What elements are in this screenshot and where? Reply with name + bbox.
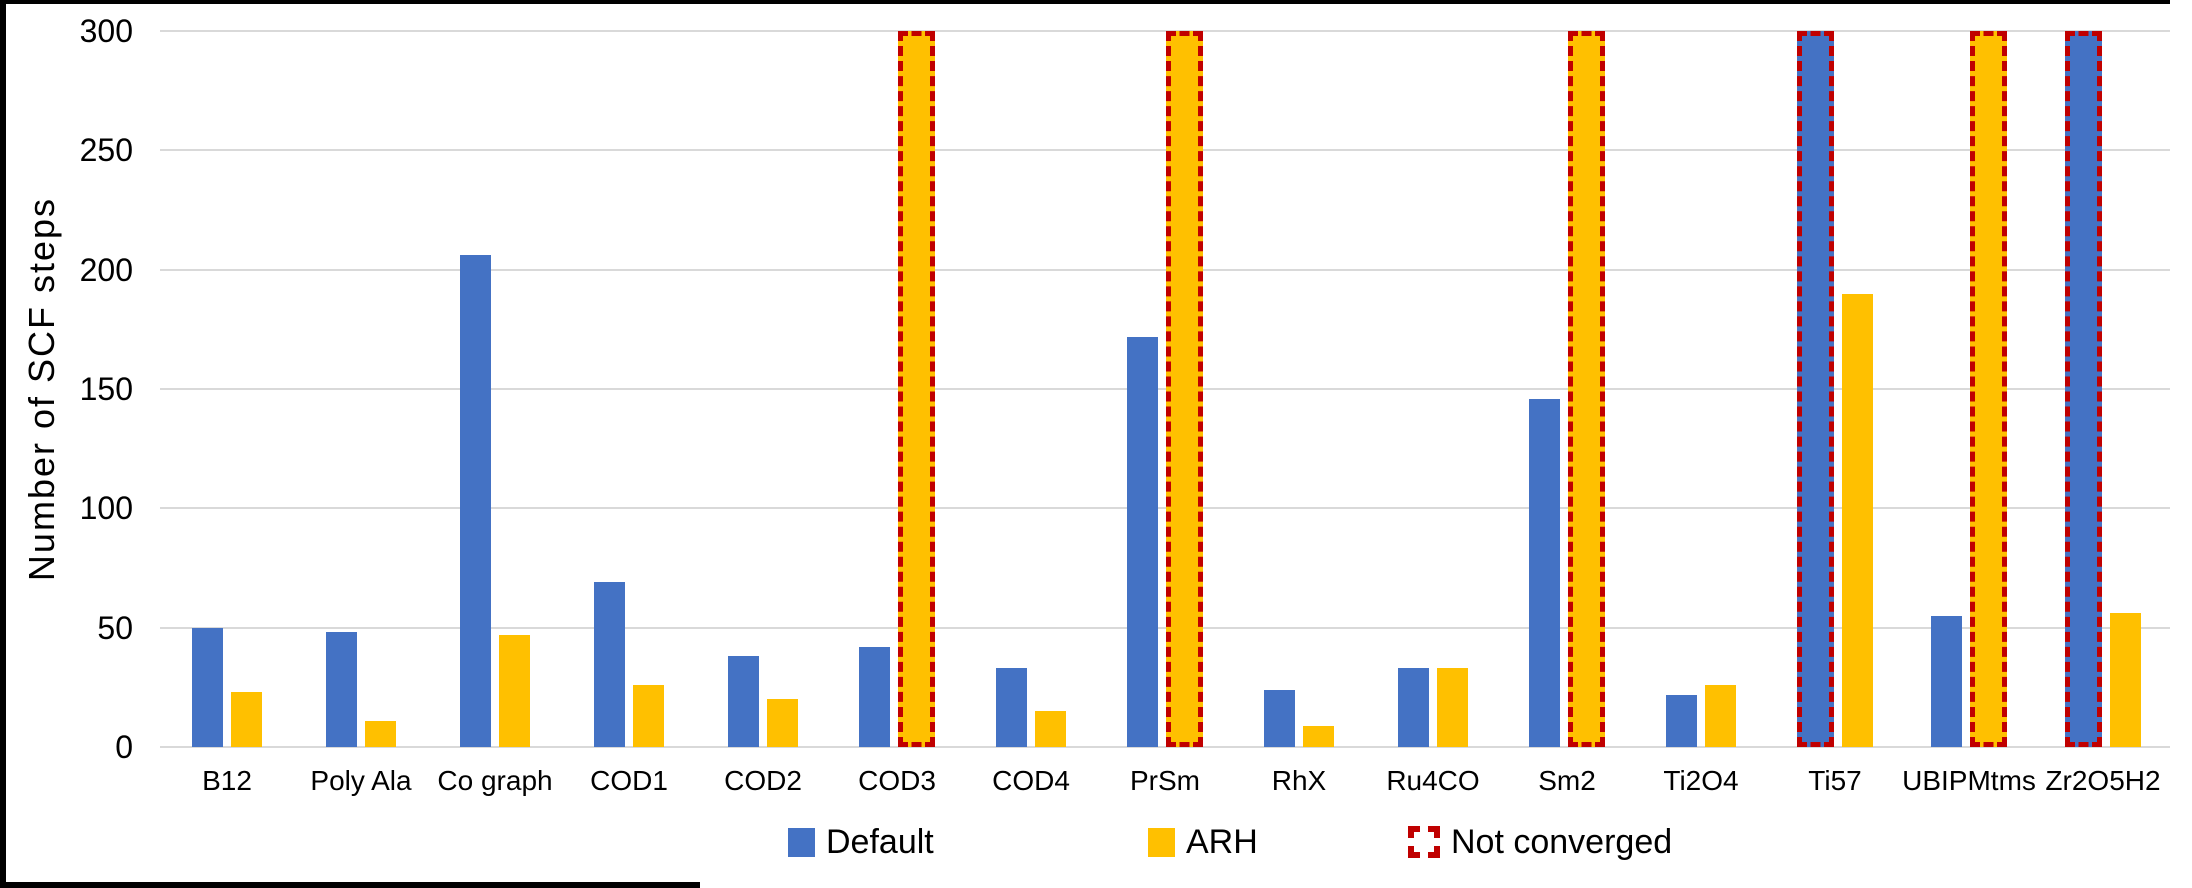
gridline-300: [160, 30, 2170, 32]
bar-default-co-graph: [460, 255, 491, 747]
y-tick-label-0: 0: [115, 729, 133, 765]
x-axis-label-poly-ala: Poly Ala: [310, 765, 412, 796]
gridline-50: [160, 626, 2170, 629]
bar-arh-cod2: [767, 699, 798, 747]
x-axis-label-cod3: COD3: [858, 765, 936, 796]
bar-default-rhx: [1264, 689, 1295, 747]
x-axis-label-prsm: PrSm: [1130, 765, 1200, 796]
bar-arh-prsm-not-converged: [1166, 31, 1203, 747]
bar-arh-zr2o5h2: [2110, 613, 2141, 747]
figure-frame-left: [0, 0, 6, 888]
category-slot-cod2: [696, 31, 830, 747]
plot-area: [160, 30, 2170, 748]
gridline-100: [160, 507, 2170, 510]
y-tick-label-150: 150: [79, 371, 133, 407]
gridline-150: [160, 388, 2170, 390]
bar-arh-ti57: [1842, 293, 1873, 747]
legend-item-not-converged: Not converged: [1408, 820, 1672, 864]
x-axis-label-ti2o4: Ti2O4: [1663, 765, 1739, 796]
x-axis-label-zr2o5h2: Zr2O5H2: [2045, 765, 2161, 796]
category-slot-cod1: [562, 31, 696, 747]
y-tick-label-100: 100: [79, 490, 133, 527]
legend-label-not-converged: Not converged: [1451, 822, 1673, 861]
y-tick-label-200: 200: [79, 251, 133, 288]
category-slot-co-graph: [428, 31, 562, 747]
category-slot-b12: [160, 31, 294, 747]
bar-default-ti57-not-converged: [1797, 31, 1834, 747]
bar-default-cod4: [996, 668, 1027, 747]
bars-layer: [160, 31, 2170, 747]
bar-arh-rhx: [1303, 725, 1334, 747]
category-slot-cod4: [964, 31, 1098, 747]
y-tick-label-300: 300: [79, 13, 133, 49]
bar-arh-co-graph: [499, 634, 530, 747]
x-axis-label-ru4co: Ru4CO: [1386, 765, 1480, 796]
legend-item-arh: ARH: [1148, 820, 1258, 864]
bar-default-sm2: [1529, 398, 1560, 747]
bar-arh-cod3-not-converged: [898, 31, 935, 747]
bar-default-ubipmtms: [1931, 615, 1962, 747]
category-slot-poly-ala: [294, 31, 428, 747]
x-axis-label-rhx: RhX: [1271, 765, 1327, 796]
bar-arh-sm2-not-converged: [1568, 31, 1605, 747]
x-axis-label-cod2: COD2: [724, 765, 802, 796]
legend-not-converged-swatch-icon: [1408, 826, 1440, 858]
gridline-250: [160, 149, 2170, 152]
figure-frame-bottom: [0, 882, 700, 888]
bar-arh-b12: [231, 692, 262, 747]
bar-arh-ru4co: [1437, 668, 1468, 747]
x-axis-label-sm2: Sm2: [1538, 765, 1596, 796]
legend-default-swatch-icon: [788, 827, 815, 857]
x-axis-label-cod1: COD1: [590, 765, 668, 796]
x-axis-category-labels: B12 Poly Ala Co graph COD1 COD2 COD3 COD4 PrSm R…: [160, 764, 2170, 798]
bar-default-ti2o4: [1666, 694, 1697, 747]
bar-arh-ubipmtms-not-converged: [1970, 31, 2007, 747]
legend-label-arh: ARH: [1186, 822, 1258, 861]
category-slot-ti57: [1768, 31, 1902, 747]
legend-item-default: Default: [788, 820, 934, 864]
category-slot-rhx: [1232, 31, 1366, 747]
bar-default-cod2: [728, 656, 759, 747]
bar-arh-cod4: [1035, 711, 1066, 747]
bar-arh-ti2o4: [1705, 684, 1736, 747]
y-tick-label-250: 250: [79, 132, 133, 169]
figure-frame-top: [0, 0, 2170, 4]
bar-default-cod1: [594, 582, 625, 747]
bar-default-cod3: [859, 646, 890, 747]
category-slot-ubipmtms: [1902, 31, 2036, 747]
y-tick-label-50: 50: [97, 609, 133, 646]
gridline-200: [160, 268, 2170, 271]
bar-arh-poly-ala: [365, 720, 396, 747]
x-axis-label-b12: B12: [202, 765, 252, 796]
bar-default-b12: [192, 627, 223, 747]
category-slot-ti2o4: [1634, 31, 1768, 747]
category-slot-cod3: [830, 31, 964, 747]
category-slot-prsm: [1098, 31, 1232, 747]
x-axis-label-ubipmtms: UBIPMtms: [1902, 765, 2036, 796]
bar-default-prsm: [1127, 336, 1158, 747]
bar-default-zr2o5h2-not-converged: [2065, 31, 2102, 747]
legend-label-default: Default: [826, 822, 934, 861]
legend-arh-swatch-icon: [1148, 827, 1175, 857]
bar-default-poly-ala: [326, 632, 357, 747]
gridline-0: [160, 746, 2170, 748]
x-axis-label-ti57: Ti57: [1808, 765, 1862, 796]
category-slot-zr2o5h2: [2036, 31, 2170, 747]
x-axis-label-co-graph: Co graph: [437, 765, 553, 796]
category-slot-ru4co: [1366, 31, 1500, 747]
x-axis-label-cod4: COD4: [992, 765, 1070, 796]
category-slot-sm2: [1500, 31, 1634, 747]
bar-arh-cod1: [633, 684, 664, 747]
bar-default-ru4co: [1398, 668, 1429, 747]
